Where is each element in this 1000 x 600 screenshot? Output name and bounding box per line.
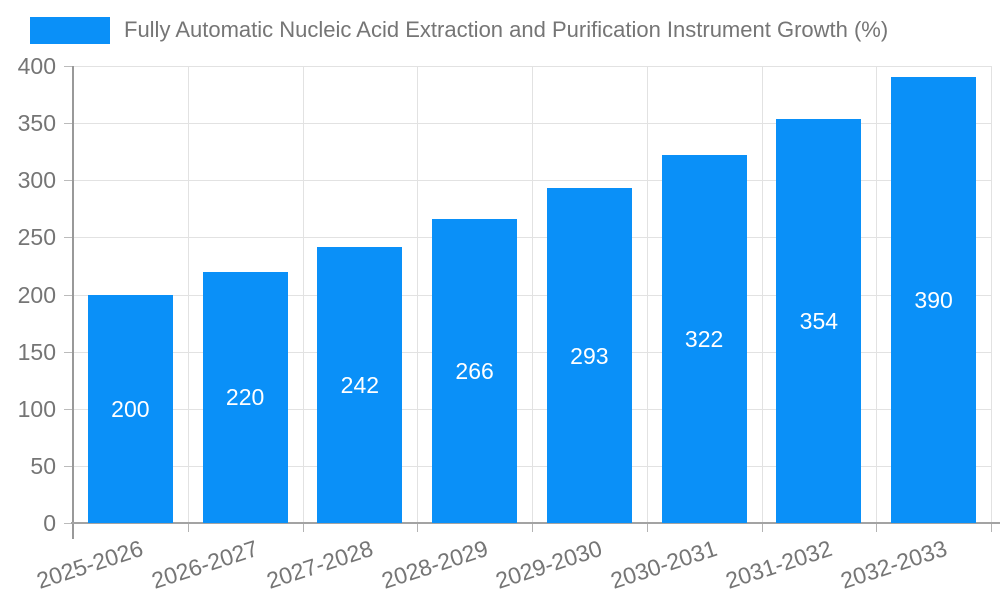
y-axis-label: 200	[17, 281, 56, 308]
legend-swatch-icon	[30, 16, 110, 44]
grid-line-v	[876, 66, 878, 523]
y-axis-tick	[64, 294, 73, 296]
bar[interactable]	[546, 188, 632, 523]
bar[interactable]	[432, 219, 518, 523]
x-axis-tick	[991, 523, 992, 532]
y-axis-label: 350	[17, 110, 56, 137]
y-axis-tick	[64, 465, 73, 467]
x-axis-line	[71, 522, 1000, 524]
y-axis-label: 0	[43, 510, 56, 536]
x-axis-tick	[417, 523, 419, 532]
x-axis-tick	[646, 523, 648, 532]
y-axis-label: 400	[17, 53, 56, 79]
y-axis-line	[72, 66, 74, 539]
y-axis-label: 250	[17, 224, 56, 251]
y-axis-tick	[64, 123, 73, 125]
grid-line-v	[302, 66, 304, 523]
x-axis-tick	[302, 523, 304, 532]
y-axis-label: 150	[17, 338, 56, 365]
legend-label: Fully Automatic Nucleic Acid Extraction …	[124, 17, 889, 42]
bar[interactable]	[661, 155, 747, 523]
chart-legend[interactable]: Fully Automatic Nucleic Acid Extraction …	[30, 14, 888, 46]
grid-line-v	[532, 66, 533, 523]
grid-line-v	[991, 66, 992, 523]
grid-line-v	[417, 66, 419, 523]
bar[interactable]	[202, 271, 288, 523]
x-axis-tick	[532, 523, 533, 532]
y-axis-label: 300	[17, 167, 56, 194]
y-axis-label: 50	[30, 452, 56, 479]
y-axis-tick	[64, 180, 73, 182]
x-axis-tick	[761, 523, 763, 532]
x-axis-tick	[876, 523, 878, 532]
x-axis-tick	[187, 523, 189, 532]
bar[interactable]	[891, 77, 977, 523]
plot-area: 0 50 100 150 200 250 300 350 400 200 220 242 266 293 3…	[18, 53, 1000, 594]
y-axis-label: 100	[17, 395, 56, 422]
bar[interactable]	[317, 246, 403, 523]
grid-line-v	[646, 66, 648, 523]
bar[interactable]	[776, 118, 862, 523]
y-axis-tick	[64, 408, 73, 410]
y-axis-tick	[64, 237, 73, 239]
grid-line-v	[187, 66, 189, 523]
y-axis-tick	[64, 351, 73, 353]
grid-line-v	[761, 66, 763, 523]
y-axis-tick	[64, 523, 73, 524]
bar[interactable]	[87, 294, 173, 523]
y-axis-tick	[64, 66, 73, 67]
